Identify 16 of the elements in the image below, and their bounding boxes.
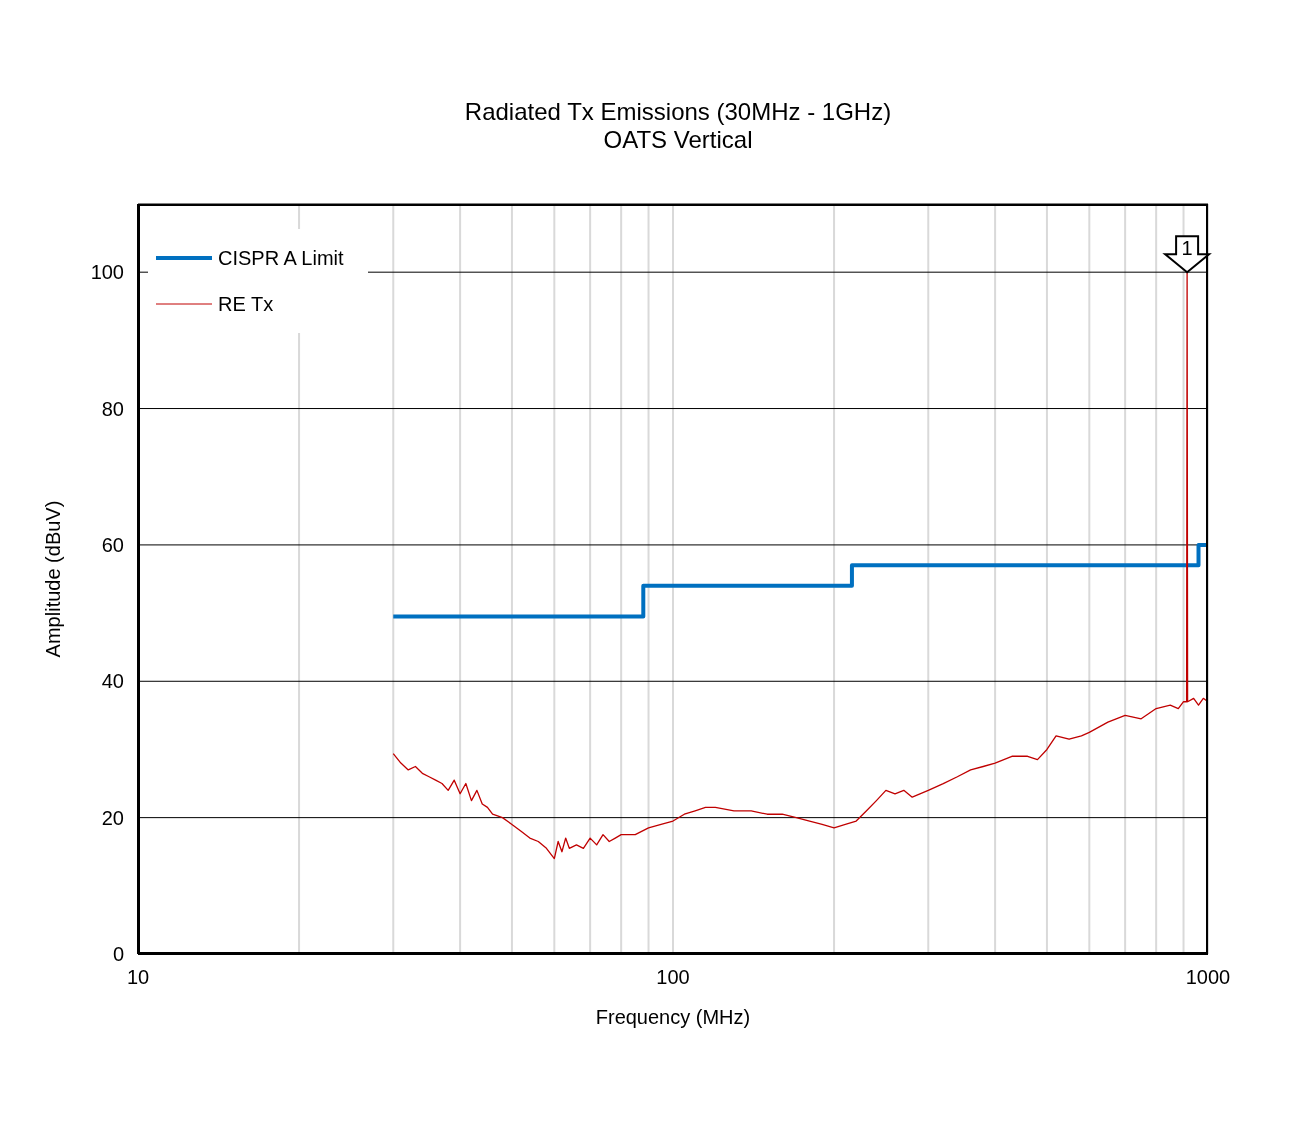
y-tick-label: 0 xyxy=(112,943,124,966)
chart-title: Radiated Tx Emissions (30MHz - 1GHz) xyxy=(463,98,893,126)
x-tick-label: 10 xyxy=(126,966,150,989)
legend-label: CISPR A Limit xyxy=(218,246,344,270)
y-tick-label: 60 xyxy=(101,534,124,557)
chart-subtitle: OATS Vertical xyxy=(602,126,754,154)
x-tick-label: 1000 xyxy=(1185,966,1231,989)
y-axis-title: Amplitude (dBuV) xyxy=(42,500,65,658)
legend-label: RE Tx xyxy=(218,292,274,316)
y-tick-label: 100 xyxy=(90,261,124,284)
y-tick-label: 20 xyxy=(101,806,124,829)
x-tick-label: 100 xyxy=(656,966,690,989)
y-tick-label: 40 xyxy=(101,670,124,693)
annotation: 1 xyxy=(1181,237,1193,260)
x-axis-title: Frequency (MHz) xyxy=(595,1006,751,1028)
y-tick-label: 80 xyxy=(101,397,124,420)
